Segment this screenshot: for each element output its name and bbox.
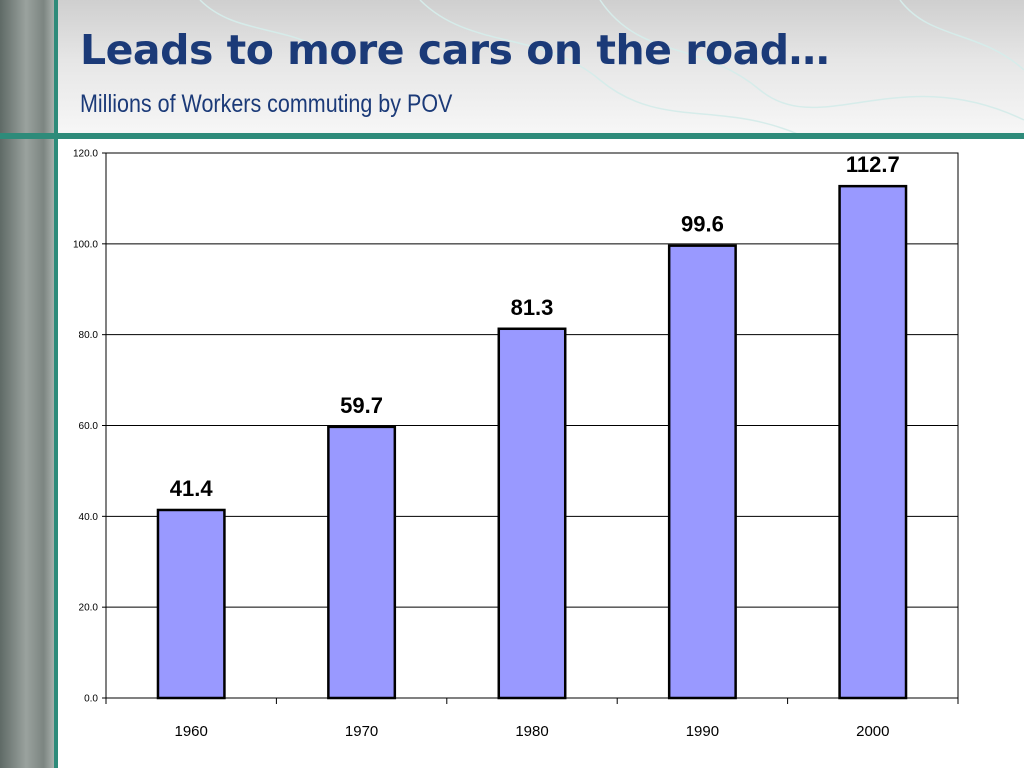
y-tick-label: 120.0 — [73, 149, 98, 160]
y-tick-label: 40.0 — [79, 512, 99, 523]
bar-1960 — [156, 508, 226, 700]
y-tick-label: 20.0 — [79, 603, 99, 614]
strip-edge — [54, 0, 58, 768]
slide-subtitle: Millions of Workers commuting by POV — [80, 90, 453, 118]
data-label-2000: 112.7 — [846, 152, 900, 177]
labels: 0.0 20.0 40.0 60.0 80.0 100.0 120.0 41.4 1960 59.… — [73, 149, 900, 741]
plot-border — [105, 152, 959, 699]
axes — [102, 152, 959, 704]
header-band — [0, 0, 1024, 135]
data-label-1960: 41.4 — [170, 476, 214, 501]
y-tick-label: 0.0 — [84, 694, 98, 705]
bar-2000 — [838, 184, 908, 700]
y-tick-label: 100.0 — [73, 239, 98, 250]
x-tick-label: 1990 — [686, 723, 719, 740]
y-tick-label: 80.0 — [79, 330, 99, 341]
bar-1970 — [327, 425, 397, 700]
bars — [156, 184, 908, 700]
bar-1990 — [667, 244, 737, 700]
header-divider — [0, 133, 1024, 139]
x-tick-label: 1960 — [175, 723, 208, 740]
x-tick-label: 1970 — [345, 723, 378, 740]
slide-title: Leads to more cars on the road… — [80, 26, 830, 74]
data-label-1970: 59.7 — [340, 393, 383, 418]
chart-area: 0.0 20.0 40.0 60.0 80.0 100.0 120.0 41.4 1960 59.… — [60, 140, 1024, 768]
x-tick-label: 2000 — [856, 723, 889, 740]
bar-1980 — [497, 327, 567, 700]
bar-chart: 0.0 20.0 40.0 60.0 80.0 100.0 120.0 41.4 1960 59.… — [73, 149, 959, 741]
data-label-1990: 99.6 — [681, 212, 724, 237]
x-tick-label: 1980 — [515, 723, 548, 740]
decorative-map-strip — [0, 0, 58, 768]
y-tick-label: 60.0 — [79, 421, 99, 432]
data-label-1980: 81.3 — [511, 295, 554, 320]
